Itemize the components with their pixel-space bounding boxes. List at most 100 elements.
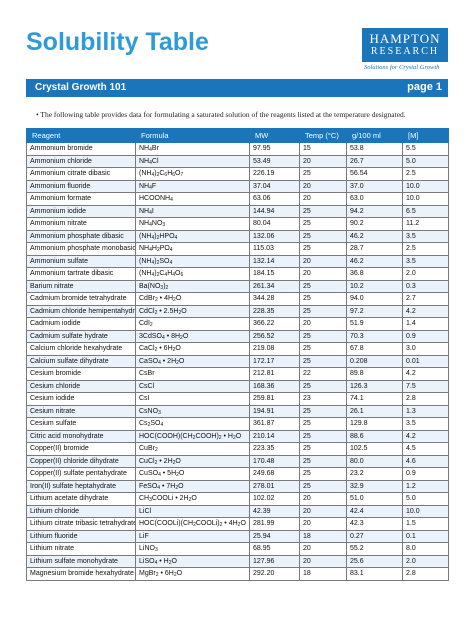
temp-cell: 25 <box>299 404 347 418</box>
molarity-cell: 2.5 <box>402 242 449 256</box>
temp-cell: 25 <box>299 304 347 318</box>
molarity-cell: 2.0 <box>402 267 449 281</box>
reagent-cell: Magnesium bromide hexahydrate <box>26 567 136 581</box>
mw-cell: 278.01 <box>249 479 300 493</box>
formula-cell: Cs2SO4 <box>135 417 250 431</box>
molarity-cell: 2.0 <box>402 554 449 568</box>
table-row: Ammonium bromide NH4Br 97.95 15 53.8 5.5 <box>26 142 449 156</box>
mw-cell: 132.06 <box>249 229 300 243</box>
reagent-cell: Ammonium nitrate <box>26 217 136 231</box>
solubility-cell: 10.2 <box>346 279 403 293</box>
reagent-cell: Cesium chloride <box>26 379 136 393</box>
formula-cell: LiCl <box>135 504 250 518</box>
temp-cell: 25 <box>299 379 347 393</box>
solubility-cell: 63.0 <box>346 192 403 206</box>
table-row: Calcium sulfate dihydrate CaSO4 • 2H2O 172… <box>26 354 449 368</box>
table-row: Lithium sulfate monohydrate LiSO4 • H2O 12… <box>26 554 449 568</box>
solubility-cell: 46.2 <box>346 254 403 268</box>
mw-cell: 256.52 <box>249 329 300 343</box>
formula-cell: CaCl2 • 6H2O <box>135 342 250 356</box>
solubility-cell: 56.54 <box>346 167 403 181</box>
col-header-molarity: [M] <box>402 128 449 143</box>
reagent-cell: Lithium citrate tribasic tetrahydrate <box>26 517 136 531</box>
formula-cell: HOC(COOH)(CH2COOH)2 • H2O <box>135 429 250 443</box>
reagent-cell: Lithium chloride <box>26 504 136 518</box>
col-header-solubility: g/100 ml <box>346 128 403 143</box>
formula-cell: NH4Br <box>135 142 250 156</box>
reagent-cell: Cadmium chloride hemipentahydrate <box>26 304 136 318</box>
molarity-cell: 2.8 <box>402 567 449 581</box>
reagent-cell: Barium nitrate <box>26 279 136 293</box>
reagent-cell: Ammonium phosphate dibasic <box>26 229 136 243</box>
mw-cell: 63.06 <box>249 192 300 206</box>
section-title: Crystal Growth 101 <box>35 82 127 93</box>
temp-cell: 25 <box>299 167 347 181</box>
mw-cell: 144.94 <box>249 204 300 218</box>
formula-cell: CH3COOLi • 2H2O <box>135 492 250 506</box>
solubility-cell: 67.8 <box>346 342 403 356</box>
formula-cell: CsBr <box>135 367 250 381</box>
formula-cell: (NH4)2SO4 <box>135 254 250 268</box>
molarity-cell: 3.0 <box>402 342 449 356</box>
formula-cell: CsNO3 <box>135 404 250 418</box>
table-row: Lithium citrate tribasic tetrahydrate HOC… <box>26 517 449 531</box>
mw-cell: 261.34 <box>249 279 300 293</box>
mw-cell: 37.04 <box>249 179 300 193</box>
table-row: Cadmium iodide CdI2 366.22 20 51.9 1.4 <box>26 317 449 331</box>
solubility-cell: 23.2 <box>346 467 403 481</box>
molarity-cell: 5.5 <box>402 142 449 156</box>
molarity-cell: 5.0 <box>402 154 449 168</box>
mw-cell: 115.03 <box>249 242 300 256</box>
formula-cell: FeSO4 • 7H2O <box>135 479 250 493</box>
formula-cell: Ba(NO3)2 <box>135 279 250 293</box>
temp-cell: 25 <box>299 442 347 456</box>
solubility-cell: 126.3 <box>346 379 403 393</box>
temp-cell: 20 <box>299 179 347 193</box>
formula-cell: LiF <box>135 529 250 543</box>
formula-cell: CdBr2 • 4H2O <box>135 292 250 306</box>
temp-cell: 25 <box>299 229 347 243</box>
hampton-research-logo: HAMPTON RESEARCH Solutions for Crystal G… <box>362 28 454 74</box>
table-row: Ammonium iodide NH4I 144.94 25 94.2 6.5 <box>26 204 449 218</box>
reagent-cell: Ammonium phosphate monobasic <box>26 242 136 256</box>
mw-cell: 210.14 <box>249 429 300 443</box>
reagent-cell: Lithium fluoride <box>26 529 136 543</box>
temp-cell: 25 <box>299 204 347 218</box>
mw-cell: 170.48 <box>249 454 300 468</box>
reagent-cell: Ammonium tartrate dibasic <box>26 267 136 281</box>
formula-cell: NH4F <box>135 179 250 193</box>
solubility-cell: 70.3 <box>346 329 403 343</box>
temp-cell: 20 <box>299 542 347 556</box>
table-row: Cadmium bromide tetrahydrate CdBr2 • 4H2O… <box>26 292 449 306</box>
temp-cell: 25 <box>299 279 347 293</box>
solubility-cell: 94.0 <box>346 292 403 306</box>
molarity-cell: 3.5 <box>402 417 449 431</box>
reagent-cell: Ammonium fluoride <box>26 179 136 193</box>
reagent-cell: Iron(II) sulfate heptahydrate <box>26 479 136 493</box>
formula-cell: CsCl <box>135 379 250 393</box>
table-row: Cesium bromide CsBr 212.81 22 89.8 4.2 <box>26 367 449 381</box>
molarity-cell: 1.3 <box>402 404 449 418</box>
solubility-cell: 51.9 <box>346 317 403 331</box>
temp-cell: 23 <box>299 392 347 406</box>
mw-cell: 102.02 <box>249 492 300 506</box>
col-header-reagent: Reagent <box>26 128 136 143</box>
temp-cell: 25 <box>299 417 347 431</box>
logo-line2: RESEARCH <box>370 46 440 57</box>
temp-cell: 25 <box>299 292 347 306</box>
table-row: Copper(II) sulfate pentahydrate CuSO4 • 5… <box>26 467 449 481</box>
temp-cell: 25 <box>299 342 347 356</box>
molarity-cell: 4.6 <box>402 454 449 468</box>
table-row: Cesium sulfate Cs2SO4 361.87 25 129.8 3.5 <box>26 417 449 431</box>
formula-cell: NH4H2PO4 <box>135 242 250 256</box>
temp-cell: 20 <box>299 517 347 531</box>
solubility-cell: 25.6 <box>346 554 403 568</box>
solubility-cell: 74.1 <box>346 392 403 406</box>
solubility-cell: 94.2 <box>346 204 403 218</box>
table-row: Lithium acetate dihydrate CH3COOLi • 2H2O… <box>26 492 449 506</box>
mw-cell: 226.19 <box>249 167 300 181</box>
solubility-cell: 88.6 <box>346 429 403 443</box>
reagent-cell: Lithium nitrate <box>26 542 136 556</box>
table-row: Ammonium nitrate NH4NO3 80.04 25 90.2 11.2 <box>26 217 449 231</box>
molarity-cell: 3.5 <box>402 254 449 268</box>
